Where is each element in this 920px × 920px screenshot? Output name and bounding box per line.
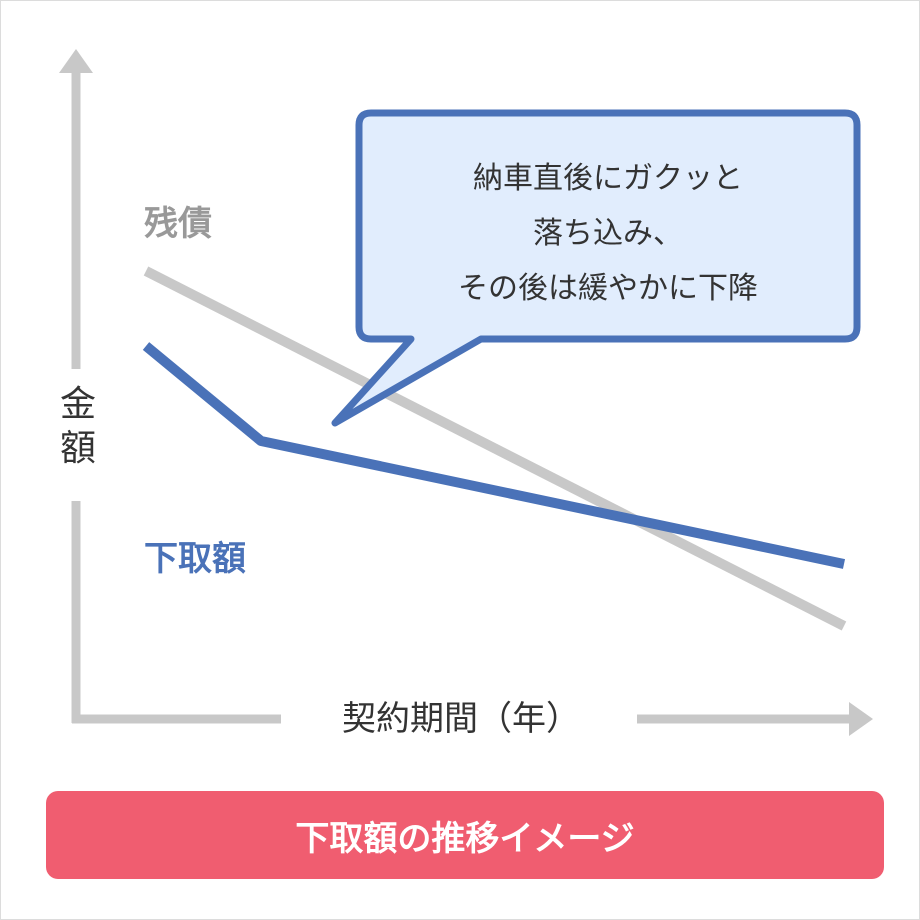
zansai-label: 残債 <box>144 204 212 244</box>
callout-line: 納車直後にガクッと <box>473 161 743 196</box>
x-axis-arrow-icon <box>849 702 873 736</box>
callout-line: 落ち込み、 <box>533 216 683 251</box>
y-axis-label-line: 金 <box>59 384 96 425</box>
callout-text: 納車直後にガクッと 落ち込み、 その後は緩やかに下降 <box>363 151 853 316</box>
y-axis-label-line: 額 <box>59 428 96 469</box>
shitadori-label: 下取額 <box>144 539 246 579</box>
y-axis-label: 金 額 <box>53 383 103 471</box>
callout-bubble <box>331 109 861 427</box>
callout-line: その後は緩やかに下降 <box>458 271 758 306</box>
zansai-line <box>143 266 847 631</box>
x-axis-label: 契約期間（年） <box>342 699 580 739</box>
banner-title: 下取額の推移イメージ <box>295 818 635 859</box>
shitadori-line <box>142 342 846 569</box>
y-axis-arrow-icon <box>59 49 93 73</box>
title-banner: 下取額の推移イメージ <box>46 791 884 879</box>
